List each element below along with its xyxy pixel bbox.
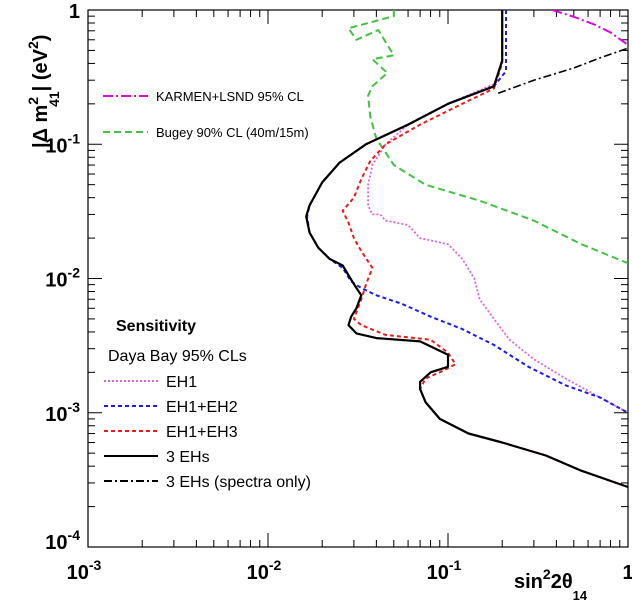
y-tick-label: 10-3 (45, 399, 80, 426)
legend-label: EH1+EH2 (166, 399, 238, 416)
y-axis-title-open: |Δ m (30, 105, 52, 148)
y-axis-title-end: ) (30, 35, 52, 42)
x-tick-label: 1 (622, 562, 632, 584)
legend-label: KARMEN+LSND 95% CL (156, 89, 304, 104)
y-tick-label: 10-1 (45, 130, 80, 157)
legend-subtitle: Daya Bay 95% CLs (108, 348, 247, 365)
series-line (306, 10, 628, 414)
series-line (552, 10, 628, 46)
series-line (367, 10, 628, 414)
y-tick-label: 10-4 (45, 527, 80, 554)
x-axis-title-sub: 14 (573, 588, 588, 603)
y-axis-title-sup: 2 (25, 97, 41, 105)
y-axis-title-sub: 41 (46, 91, 62, 107)
x-axis-title-main: sin (514, 571, 543, 593)
y-tick-label: 1 (69, 1, 80, 23)
x-tick-label: 10-2 (247, 557, 282, 584)
y-axis-title-unitsup: 2 (25, 41, 41, 49)
legend-label: Bugey 90% CL (40m/15m) (156, 125, 309, 140)
series-line (305, 10, 628, 489)
series-line (347, 10, 628, 265)
x-axis-title-mid: 2θ (551, 571, 573, 593)
legend-label: 3 EHs (spectra only) (166, 474, 311, 491)
y-axis-title-close: | (eV (30, 48, 52, 91)
tick-labels: 10-3 10-2 10-1 1 10-4 10-3 10-2 10-1 1 (45, 1, 632, 584)
x-tick-label: 10-3 (67, 557, 102, 584)
series-line (341, 10, 628, 488)
x-tick-label: 10-1 (427, 557, 462, 584)
legend-bottom: Sensitivity Daya Bay 95% CLs EH1 EH1+EH2 EH1… (104, 318, 311, 491)
y-tick-label: 10-2 (45, 265, 80, 292)
legend-title: Sensitivity (116, 318, 196, 335)
x-axis-title-sup: 2 (543, 566, 551, 582)
x-axis-title: sin22θ14 (514, 566, 588, 603)
series-line (497, 47, 628, 94)
legend-top: KARMEN+LSND 95% CL Bugey 90% CL (40m/15m) (103, 89, 309, 140)
series-layer (305, 10, 628, 489)
legend-label: EH1 (166, 374, 197, 391)
y-axis-title: |Δ m2 41| (eV2) (25, 35, 62, 148)
legend-label: 3 EHs (166, 449, 210, 466)
legend-label: EH1+EH3 (166, 424, 238, 441)
